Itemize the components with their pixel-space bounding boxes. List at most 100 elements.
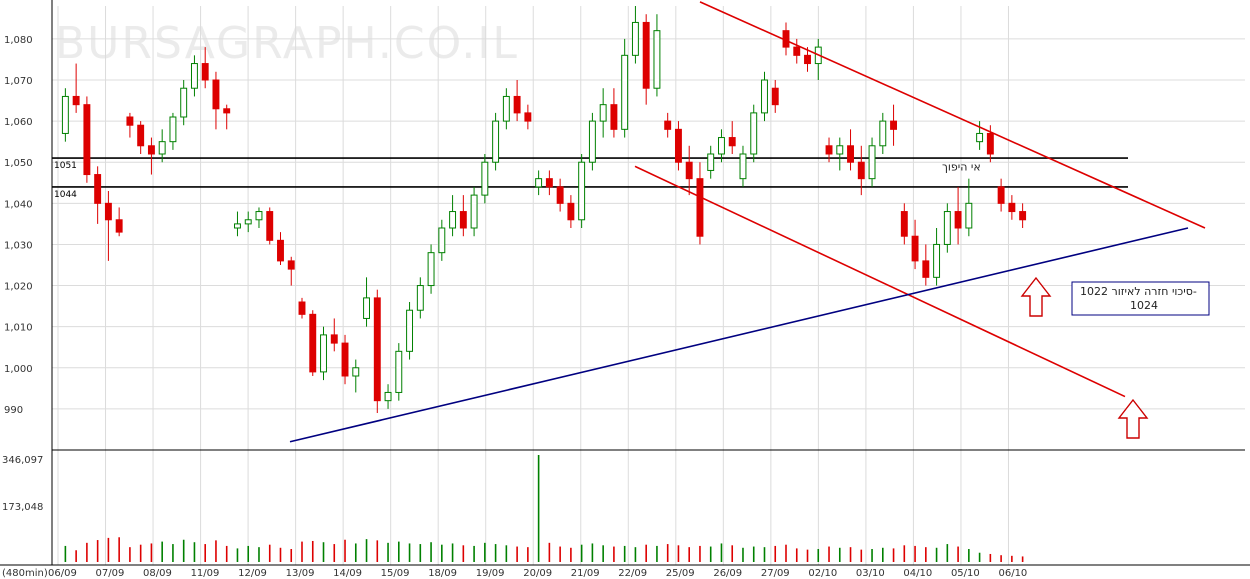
x-tick-label: 07/09 [96,568,125,579]
volume-bars [64,455,1024,562]
candle-body [158,141,166,155]
y-tick-label: 1,070 [4,76,33,87]
y-tick-label: 1,010 [4,323,33,334]
y-tick-label: 1,030 [4,240,33,251]
trendlines [289,1,1206,443]
y-tick-label: 1,060 [4,117,33,128]
candle-body [61,95,69,134]
y-tick-label: 1,080 [4,35,33,46]
candle-body [287,260,295,270]
candle-body [631,21,639,56]
candle-body [610,104,618,130]
y-tick-label: 1,050 [4,158,33,169]
candle-body [890,120,898,130]
interval-label: (480min) [2,568,48,579]
candle-body [72,95,80,106]
volume-tick-label: 346,097 [2,455,43,466]
x-tick-label: 27/09 [761,568,790,579]
candle-body [449,211,457,229]
x-tick-label: 22/09 [618,568,647,579]
candle-body [1019,211,1027,221]
x-tick-label: 25/09 [666,568,695,579]
candle-body [234,223,241,229]
candle-body [696,178,704,237]
grid [52,6,1245,565]
candle-body [513,95,521,114]
candle-body [621,54,629,130]
x-tick-label: 18/09 [428,568,457,579]
candle-body [825,145,833,155]
up-arrow-icon [1020,276,1052,317]
trendline [699,1,1206,229]
candle-body [373,297,381,402]
candle-body [685,161,693,180]
candle-body [535,178,543,188]
x-tick-label: 06/10 [998,568,1027,579]
x-tick-label: 13/09 [286,568,315,579]
candle-body [94,174,102,204]
candle-body [352,367,360,377]
candle-body [524,112,532,122]
y-tick-label: 1,020 [4,282,33,293]
candle-body [341,342,349,377]
candle-body [556,186,564,204]
annotation-box-line2: 1024 [1130,299,1158,312]
candle-body [804,54,811,65]
candle-body [976,132,984,143]
candle-body [180,87,188,118]
candle-body [911,235,919,262]
candle-body [309,313,317,373]
candle-body [879,120,887,147]
candle-body [363,297,370,319]
y-tick-label: 1,000 [4,364,33,375]
candle-body [653,30,661,89]
candle-body [298,301,306,315]
x-tick-label: 02/10 [808,568,837,579]
candle-body [470,194,478,229]
candle-body [406,309,414,352]
candle-body [836,145,844,155]
candle-body [868,145,876,180]
candle-body [115,219,123,233]
candle-body [384,391,392,402]
candle-body [190,63,198,89]
up-arrow-icon [1117,398,1149,439]
candle-body [255,211,263,221]
x-tick-label: 26/09 [713,568,742,579]
candle-body [427,252,435,287]
candle-body [223,108,231,114]
x-tick-label: 19/09 [476,568,505,579]
candle-body [739,153,747,180]
x-tick-label: 04/10 [903,568,932,579]
candle-body [492,120,500,163]
x-tick-label: 06/09 [48,568,77,579]
candle-body [277,239,284,262]
annotation-no-reversal: אי היפוך [942,161,981,174]
candle-body [986,132,994,155]
candle-body [933,243,941,278]
candle-body [126,116,134,126]
candle-body [137,124,145,147]
annotation-box-line1: סיכוי חזרה לאיזור 1022- [1080,285,1197,298]
candle-body [857,161,865,180]
x-tick-label: 08/09 [143,568,172,579]
x-tick-label: 14/09 [333,568,362,579]
candle-body [674,128,682,163]
candle-body [104,202,112,221]
watermark: BURSAGRAPH.CO.IL [55,18,519,69]
level-label: 1044 [54,190,77,200]
candle-body [954,211,962,229]
candle-body [266,211,274,241]
candle-body [922,260,930,278]
candle-body [545,178,553,188]
candle-body [201,63,209,81]
y-tick-label: 990 [4,405,23,416]
candle-body [459,211,467,229]
candle-body [943,211,951,245]
candle-body [438,227,446,254]
candle-body [642,21,650,89]
trendline [289,227,1189,443]
candle-body [147,145,155,155]
volume-tick-label: 173,048 [2,502,43,513]
